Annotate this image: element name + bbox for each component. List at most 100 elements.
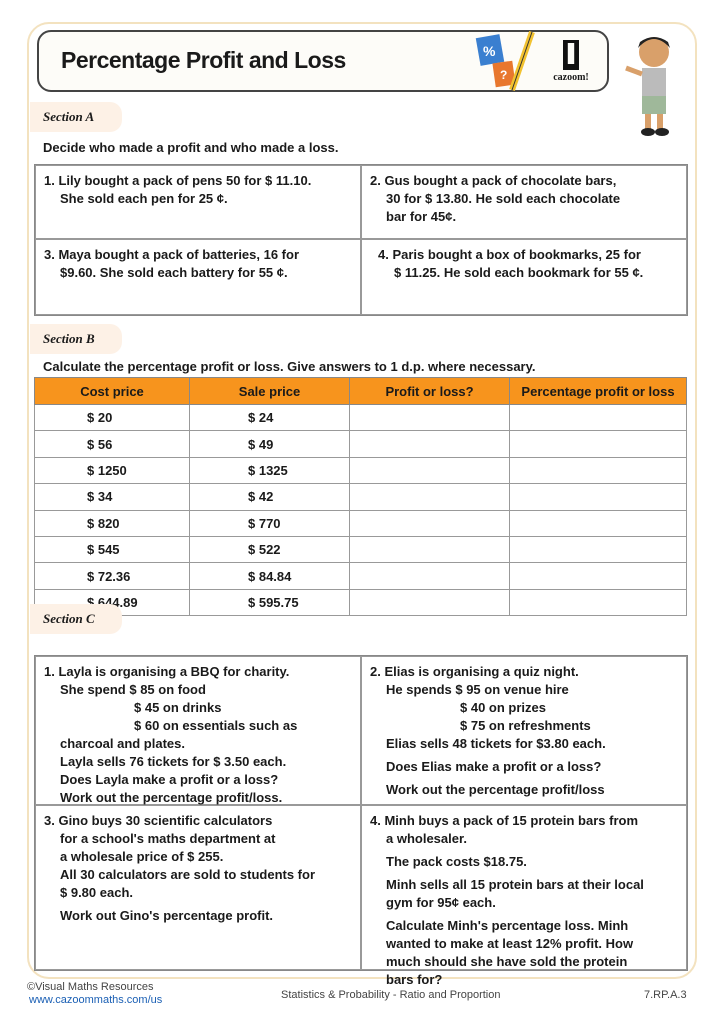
question-line: Layla sells 76 tickets for $ 3.50 each. <box>60 754 287 769</box>
question-line: All 30 calculators are sold to students … <box>60 867 316 882</box>
header-sale-price: Sale price <box>189 377 350 405</box>
percentage-answer-cell[interactable] <box>509 430 687 458</box>
title-box: Percentage Profit and Loss % ? cazoom! <box>37 30 609 92</box>
question-line: 3. Gino buys 30 scientific calculators <box>44 813 273 828</box>
table-row: $ 545 $ 522 <box>34 535 687 564</box>
cost-price-cell: $ 34 <box>34 483 190 511</box>
question-line: bars for? <box>386 972 443 987</box>
sale-price-cell: $ 522 <box>189 535 350 564</box>
question-line: 2. Elias is organising a quiz night. <box>370 664 579 679</box>
question-line: gym for 95¢ each. <box>386 895 496 910</box>
question-3: 3. Maya bought a pack of batteries, 16 f… <box>35 239 361 315</box>
sale-price-cell: $ 1325 <box>189 456 350 485</box>
question-line: wanted to make at least 12% profit. How <box>386 936 634 951</box>
cost-price-cell: $ 72.36 <box>34 562 190 590</box>
question-line: Does Layla make a profit or a loss? <box>60 772 279 787</box>
question-c3: 3. Gino buys 30 scientific calculators fo… <box>35 805 361 970</box>
question-line: $ 60 on essentials such as <box>134 718 298 733</box>
svg-text:%: % <box>483 43 496 59</box>
question-line: 4. Minh buys a pack of 15 protein bars f… <box>370 813 639 828</box>
cost-price-cell: $ 56 <box>34 430 190 458</box>
percentage-answer-cell[interactable] <box>509 562 687 590</box>
table-row: $ 34 $ 42 <box>34 483 687 511</box>
table-row: $ 820 $ 770 <box>34 509 687 537</box>
topic: Statistics & Probability - Ratio and Pro… <box>281 989 501 1001</box>
page-title: Percentage Profit and Loss <box>61 47 346 73</box>
profit-or-loss-answer-cell[interactable] <box>349 483 510 511</box>
page-frame <box>27 22 697 979</box>
profit-loss-table: Cost price Sale price Profit or loss? Pe… <box>34 377 687 617</box>
question-line: $ 45 on drinks <box>134 700 222 715</box>
question-line: Work out Gino's percentage profit. <box>60 908 274 923</box>
header-cost-price: Cost price <box>34 377 190 405</box>
cost-price-cell: $ 1250 <box>34 456 190 485</box>
question-line: She spend $ 85 on food <box>60 682 206 697</box>
section-c-questions: 1. Layla is organising a BBQ for charity… <box>34 655 688 987</box>
percentage-answer-cell[interactable] <box>509 509 687 537</box>
boy-mascot-illustration <box>625 37 670 136</box>
section-a-instruction: Decide who made a profit and who made a … <box>43 140 339 155</box>
question-2: 2. Gus bought a pack of chocolate bars, 3… <box>361 165 687 239</box>
sale-price-cell: $ 770 <box>189 509 350 537</box>
question-line: Calculate Minh's percentage loss. Minh <box>386 918 629 933</box>
sale-price-cell: $ 595.75 <box>189 588 350 617</box>
section-a-label: Section A <box>30 102 122 132</box>
standard-code: 7.RP.A.3 <box>644 989 687 1001</box>
question-line: Elias sells 48 tickets for $3.80 each. <box>386 736 606 751</box>
profit-or-loss-answer-cell[interactable] <box>349 588 510 617</box>
question-1: 1. Lily bought a pack of pens 50 for $ 1… <box>35 165 361 239</box>
table-row: $ 1250 $ 1325 <box>34 456 687 485</box>
question-line: $ 40 on prizes <box>460 700 546 715</box>
copyright: ©Visual Maths Resources <box>27 981 154 993</box>
percentage-answer-cell[interactable] <box>509 403 687 432</box>
sale-price-cell: $ 24 <box>189 403 350 432</box>
question-line: The pack costs $18.75. <box>386 854 527 869</box>
profit-or-loss-answer-cell[interactable] <box>349 430 510 458</box>
sale-price-cell: $ 49 <box>189 430 350 458</box>
section-b-instruction: Calculate the percentage profit or loss.… <box>43 359 536 374</box>
cost-price-cell: $ 545 <box>34 535 190 564</box>
question-line: much should she have sold the protein <box>386 954 628 969</box>
question-line: Work out the percentage profit/loss <box>386 782 605 797</box>
svg-text:?: ? <box>500 68 507 82</box>
table-row: $ 72.36 $ 84.84 <box>34 562 687 590</box>
question-line: 1. Layla is organising a BBQ for charity… <box>44 664 290 679</box>
header-percentage: Percentage profit or loss <box>509 377 687 405</box>
percent-cards-pencil-icon: % ? <box>475 31 535 91</box>
question-line: Does Elias make a profit or a loss? <box>386 759 602 774</box>
question-c2: 2. Elias is organising a quiz night. He s… <box>361 656 687 805</box>
question-4: 4. Paris bought a box of bookmarks, 25 f… <box>361 239 687 315</box>
cost-price-cell: $ 820 <box>34 509 190 537</box>
question-line: for a school's maths department at <box>60 831 276 846</box>
question-c4: 4. Minh buys a pack of 15 protein bars f… <box>361 805 687 987</box>
percentage-answer-cell[interactable] <box>509 483 687 511</box>
percentage-answer-cell[interactable] <box>509 456 687 485</box>
sale-price-cell: $ 42 <box>189 483 350 511</box>
profit-or-loss-answer-cell[interactable] <box>349 456 510 485</box>
question-line: He spends $ 95 on venue hire <box>386 682 569 697</box>
cost-price-cell: $ 20 <box>34 403 190 432</box>
table-row: $ 56 $ 49 <box>34 430 687 458</box>
section-c-label: Section C <box>30 604 122 634</box>
percentage-answer-cell[interactable] <box>509 588 687 617</box>
question-c1: 1. Layla is organising a BBQ for charity… <box>35 656 361 805</box>
table-row: $ 644.89 $ 595.75 <box>34 588 687 617</box>
question-line: Work out the percentage profit/loss. <box>60 790 283 805</box>
profit-or-loss-answer-cell[interactable] <box>349 535 510 564</box>
section-a-questions: 1. Lily bought a pack of pens 50 for $ 1… <box>34 164 688 316</box>
question-line: charcoal and plates. <box>60 736 185 751</box>
question-line: a wholesaler. <box>386 831 467 846</box>
question-line: Minh sells all 15 protein bars at their … <box>386 877 644 892</box>
profit-or-loss-answer-cell[interactable] <box>349 562 510 590</box>
profit-or-loss-answer-cell[interactable] <box>349 403 510 432</box>
section-b-label: Section B <box>30 324 122 354</box>
website-link[interactable]: www.cazoommaths.com/us <box>29 994 163 1006</box>
header-profit-or-loss: Profit or loss? <box>349 377 510 405</box>
cazoom-logo: cazoom! <box>545 36 597 83</box>
question-line: a wholesale price of $ 255. <box>60 849 224 864</box>
question-line: $ 75 on refreshments <box>460 718 591 733</box>
percentage-answer-cell[interactable] <box>509 535 687 564</box>
sale-price-cell: $ 84.84 <box>189 562 350 590</box>
profit-or-loss-answer-cell[interactable] <box>349 509 510 537</box>
